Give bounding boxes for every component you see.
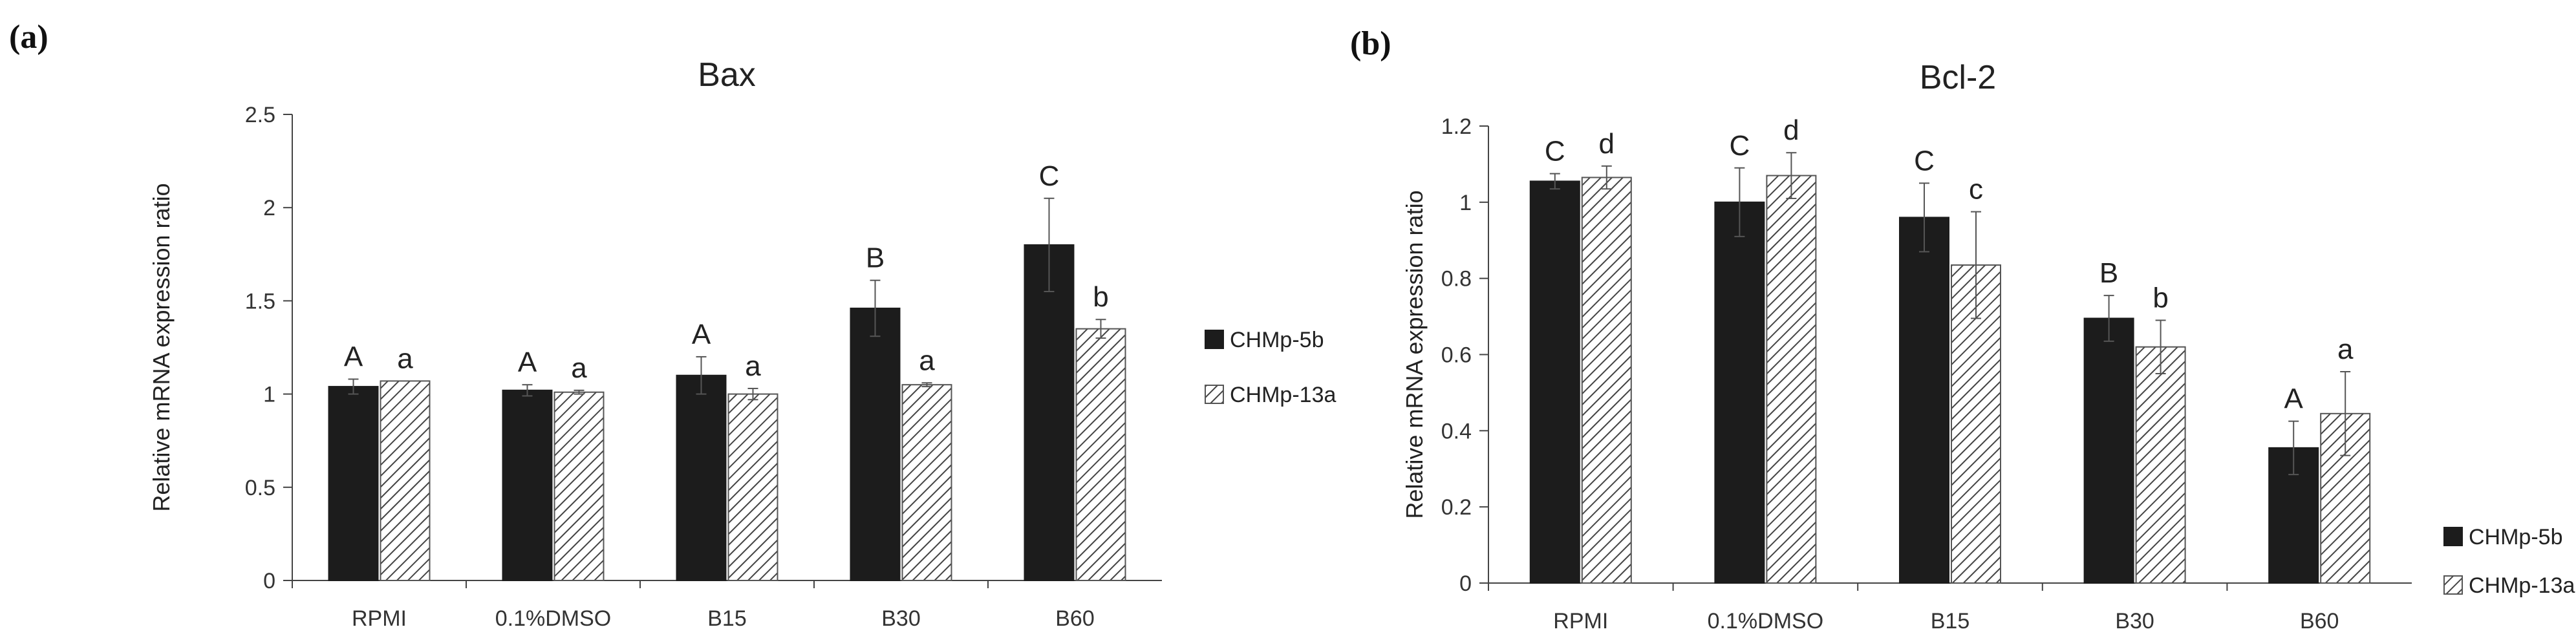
chart1-legend-label: CHMp-13a — [1230, 383, 1336, 407]
chart1-category-label: 0.1%DMSO — [495, 606, 612, 631]
chart2-legend-label: CHMp-13a — [2469, 573, 2575, 598]
chart1-legend-label: CHMp-5b — [1230, 328, 1324, 352]
chart1-y-tick-label: 2.5 — [245, 103, 275, 127]
chart2-bar-chmp-5b — [2083, 317, 2134, 584]
chart2-legend-swatch-chmp-13a — [2443, 575, 2463, 595]
chart2-y-tick-label: 0 — [1459, 571, 1472, 596]
chart2-y-tick-label: 0.8 — [1441, 267, 1472, 292]
chart2-bar-chmp-13a — [2135, 346, 2186, 584]
chart2-significance-letter: d — [1599, 128, 1615, 160]
chart1-bar-chmp-13a — [380, 380, 431, 581]
chart1-category-label: RPMI — [352, 606, 407, 631]
chart2-significance-letter: b — [2152, 282, 2168, 314]
chart2-category-label: B15 — [1931, 609, 1970, 633]
chart1-significance-letter: a — [919, 345, 935, 376]
chart1-significance-letter: A — [518, 346, 537, 378]
chart1-y-tick-label: 0.5 — [245, 476, 275, 500]
chart1-bar-chmp-13a — [727, 393, 778, 581]
chart2-category-label: B30 — [2115, 609, 2154, 633]
chart2-significance-letter: C — [1545, 136, 1565, 167]
chart2-y-tick-label: 0.4 — [1441, 419, 1472, 443]
chart2-significance-letter: C — [1914, 145, 1935, 176]
chart1-significance-letter: a — [745, 350, 761, 382]
chart1-bar-chmp-13a — [1075, 328, 1126, 581]
chart2-bar-chmp-5b — [1529, 180, 1580, 584]
chart2-bar-chmp-5b — [1899, 217, 1949, 584]
chart1-bar-chmp-5b — [850, 307, 901, 581]
chart2-significance-letter: c — [1969, 174, 1983, 206]
chart1-category-label: B30 — [881, 606, 921, 631]
chart2-y-tick-label: 0.6 — [1441, 343, 1472, 368]
chart1-significance-letter: C — [1039, 160, 1060, 192]
chart1-significance-letter: A — [344, 341, 363, 373]
panel-b-label: (b) — [1350, 25, 1391, 62]
chart2-legend-swatch-chmp-5b — [2443, 527, 2463, 546]
chart2-bar-chmp-13a — [1581, 176, 1632, 584]
chart2-bar-chmp-5b — [1714, 201, 1765, 584]
chart2-significance-letter: C — [1730, 130, 1750, 162]
chart2-title: Bcl-2 — [1920, 59, 1996, 96]
chart2-significance-letter: A — [2284, 383, 2304, 415]
chart2-category-label: 0.1%DMSO — [1708, 609, 1824, 633]
chart2-bar-chmp-13a — [1766, 175, 1817, 584]
chart1-bar-chmp-13a — [553, 391, 605, 581]
chart2-significance-letter: a — [2337, 334, 2354, 365]
chart1-y-tick-label: 1.5 — [245, 289, 275, 314]
chart2-legend-label: CHMp-5b — [2469, 525, 2562, 549]
chart1-y-tick-label: 0 — [263, 569, 275, 593]
panel-a-label: (a) — [9, 19, 48, 56]
chart2-y-tick-label: 1 — [1459, 191, 1472, 215]
chart1-bar-chmp-5b — [676, 374, 727, 581]
chart2-significance-letter: d — [1783, 114, 1799, 146]
chart2-y-tick-label: 0.2 — [1441, 495, 1472, 520]
chart2-y-tick-label: 1.2 — [1441, 114, 1472, 139]
chart1-y-axis-label: Relative mRNA expression ratio — [148, 183, 175, 511]
chart2-category-label: RPMI — [1553, 609, 1608, 633]
chart2-significance-letter: B — [2099, 257, 2118, 289]
chart1-title: Bax — [698, 56, 756, 94]
chart1-bar-chmp-5b — [328, 386, 379, 582]
chart1-y-tick-label: 2 — [263, 196, 275, 220]
chart1-significance-letter: a — [397, 343, 413, 374]
chart1-bar-chmp-5b — [1024, 244, 1075, 581]
chart1-legend-swatch-chmp-5b — [1205, 330, 1224, 349]
chart1-legend-swatch-chmp-13a — [1205, 385, 1224, 404]
chart1-y-tick-label: 1 — [263, 383, 275, 407]
chart1-bar-chmp-5b — [502, 389, 553, 581]
chart1-bar-chmp-13a — [901, 384, 952, 581]
chart1-significance-letter: a — [571, 352, 587, 384]
chart2-y-axis-label: Relative mRNA expression ratio — [1401, 190, 1428, 518]
chart1-category-label: B15 — [707, 606, 747, 631]
chart1-significance-letter: A — [692, 319, 711, 350]
chart1-significance-letter: B — [866, 242, 885, 274]
chart2-category-label: B60 — [2300, 609, 2339, 633]
chart1-category-label: B60 — [1055, 606, 1095, 631]
chart1-significance-letter: b — [1093, 281, 1108, 313]
